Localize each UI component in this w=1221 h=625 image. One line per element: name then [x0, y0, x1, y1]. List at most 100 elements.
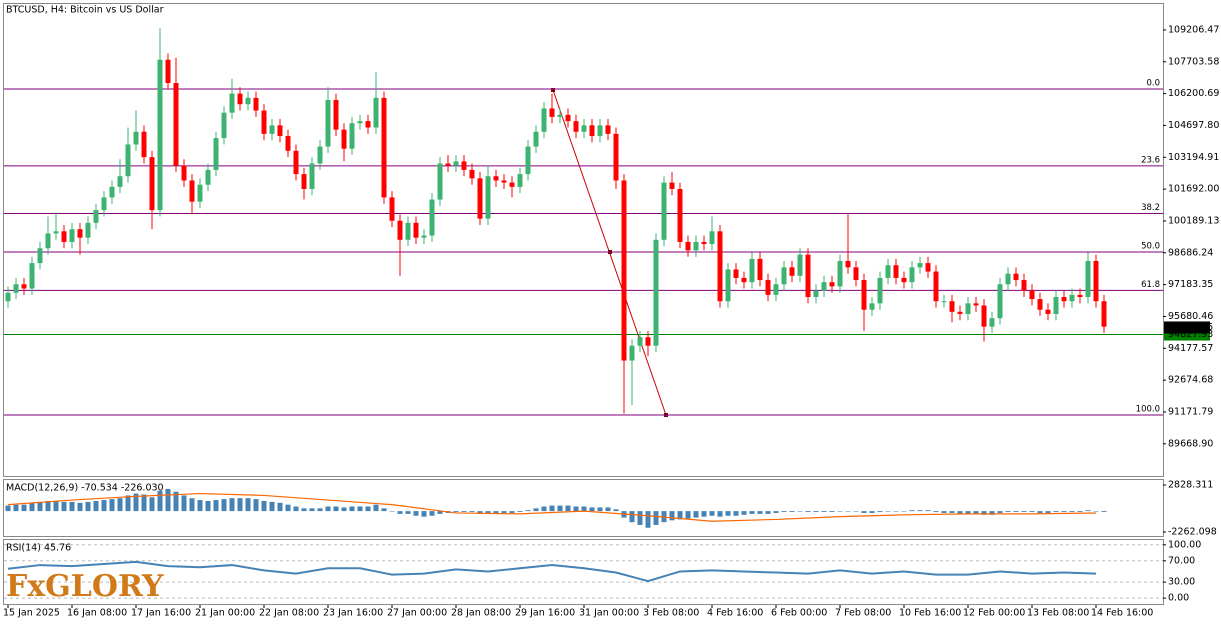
macd-bar — [725, 511, 731, 516]
macd-bar — [989, 511, 995, 515]
candle-body — [1069, 294, 1075, 302]
macd-bar — [1045, 511, 1051, 513]
candle-body — [373, 97, 379, 128]
macd-bar — [261, 500, 267, 512]
candle-body — [109, 186, 115, 198]
y-tick-label: 30.00 — [1168, 577, 1195, 588]
y-tick-label: -2262.098 — [1168, 527, 1217, 538]
candle-body — [253, 97, 259, 111]
macd-bar — [205, 500, 211, 512]
y-tick-label: 94177.57 — [1168, 343, 1213, 354]
candle-body — [269, 125, 275, 134]
panels: 109206.47 107703.58 106200.69 104697.80 1031… — [3, 24, 1219, 618]
candle-body — [885, 265, 891, 278]
macd-bar — [229, 498, 235, 512]
macd-bar — [309, 508, 315, 512]
macd-bar — [493, 511, 499, 513]
macd-bar — [317, 508, 323, 512]
candle-body — [597, 125, 603, 136]
candle-body — [1101, 301, 1107, 327]
macd-bar — [765, 511, 771, 514]
candle-body — [13, 284, 19, 293]
macd-bar — [685, 511, 691, 519]
candle-body — [157, 59, 163, 211]
x-tick-label: 27 Jan 00:00 — [387, 608, 447, 619]
macd-bar — [413, 511, 419, 516]
y-tick-label: 109206.47 — [1168, 24, 1219, 35]
candle-body — [773, 284, 779, 295]
macd-bar — [133, 493, 139, 512]
macd-bar — [893, 511, 899, 512]
candle-body — [765, 280, 771, 295]
candle-body — [613, 133, 619, 181]
macd-bar — [477, 511, 483, 514]
macd-bar — [757, 511, 763, 514]
macd-bar — [821, 511, 827, 513]
candle-body — [853, 267, 859, 281]
y-tick-label: 106200.69 — [1168, 88, 1219, 99]
candle-body — [669, 182, 675, 189]
candle-body — [1037, 299, 1043, 310]
candle-body — [397, 220, 403, 240]
macd-bar — [37, 501, 43, 512]
x-tick-label: 12 Feb 00:00 — [963, 608, 1025, 619]
fib-label: 23.6 — [1141, 155, 1160, 165]
fib-label: 61.8 — [1141, 280, 1160, 290]
candle-body — [477, 178, 483, 219]
macd-bar — [365, 506, 371, 512]
macd-bar — [213, 500, 219, 512]
candle-body — [381, 97, 387, 198]
candle-body — [93, 210, 99, 223]
fib-anchor — [551, 88, 555, 92]
candle-body — [421, 235, 427, 238]
macd-bar — [469, 511, 475, 513]
candle-body — [53, 231, 59, 234]
y-tick-label: 2828.311 — [1168, 480, 1213, 491]
candle-body — [917, 263, 923, 268]
candle-body — [925, 263, 931, 272]
fib-label: 100.0 — [1136, 404, 1160, 414]
candle-body — [533, 131, 539, 147]
rsi-panel — [3, 539, 1164, 605]
candle-body — [349, 123, 355, 149]
y-tick-label: 0.00 — [1168, 593, 1189, 604]
candle-body — [525, 146, 531, 175]
candle-body — [461, 161, 467, 170]
macd-bar — [333, 506, 339, 512]
macd-bar — [589, 507, 595, 512]
candle-body — [645, 337, 651, 346]
candle-body — [405, 222, 411, 240]
macd-bar — [1013, 511, 1019, 513]
macd-panel — [3, 479, 1164, 537]
last-price-box — [1164, 321, 1210, 334]
macd-bar — [917, 510, 923, 512]
macd-signal — [7, 492, 1097, 522]
macd-bar — [437, 511, 443, 514]
macd-bar — [581, 506, 587, 512]
macd-bar — [541, 506, 547, 512]
candle-body — [1021, 280, 1027, 291]
macd-bar — [429, 511, 435, 516]
macd-bar — [509, 511, 515, 513]
candle-body — [973, 303, 979, 306]
macd-bar — [749, 511, 755, 514]
macd-bar — [1021, 511, 1027, 513]
macd-bar — [93, 500, 99, 512]
macd-bar — [381, 508, 387, 512]
x-tick-label: 22 Jan 08:00 — [259, 608, 319, 619]
candle-body — [677, 188, 683, 242]
macd-bar — [517, 511, 523, 513]
candle-body — [237, 93, 243, 105]
macd-bar — [981, 511, 987, 515]
candle-body — [301, 174, 307, 189]
candle-body — [1093, 260, 1099, 302]
fib-label: 0.0 — [1146, 78, 1160, 88]
candle-body — [45, 233, 51, 249]
macd-bar — [805, 511, 811, 513]
macd-bar — [149, 497, 155, 512]
macd-bar — [525, 510, 531, 512]
macd-bar — [157, 490, 163, 512]
candle-body — [565, 114, 571, 122]
candle-body — [965, 303, 971, 314]
